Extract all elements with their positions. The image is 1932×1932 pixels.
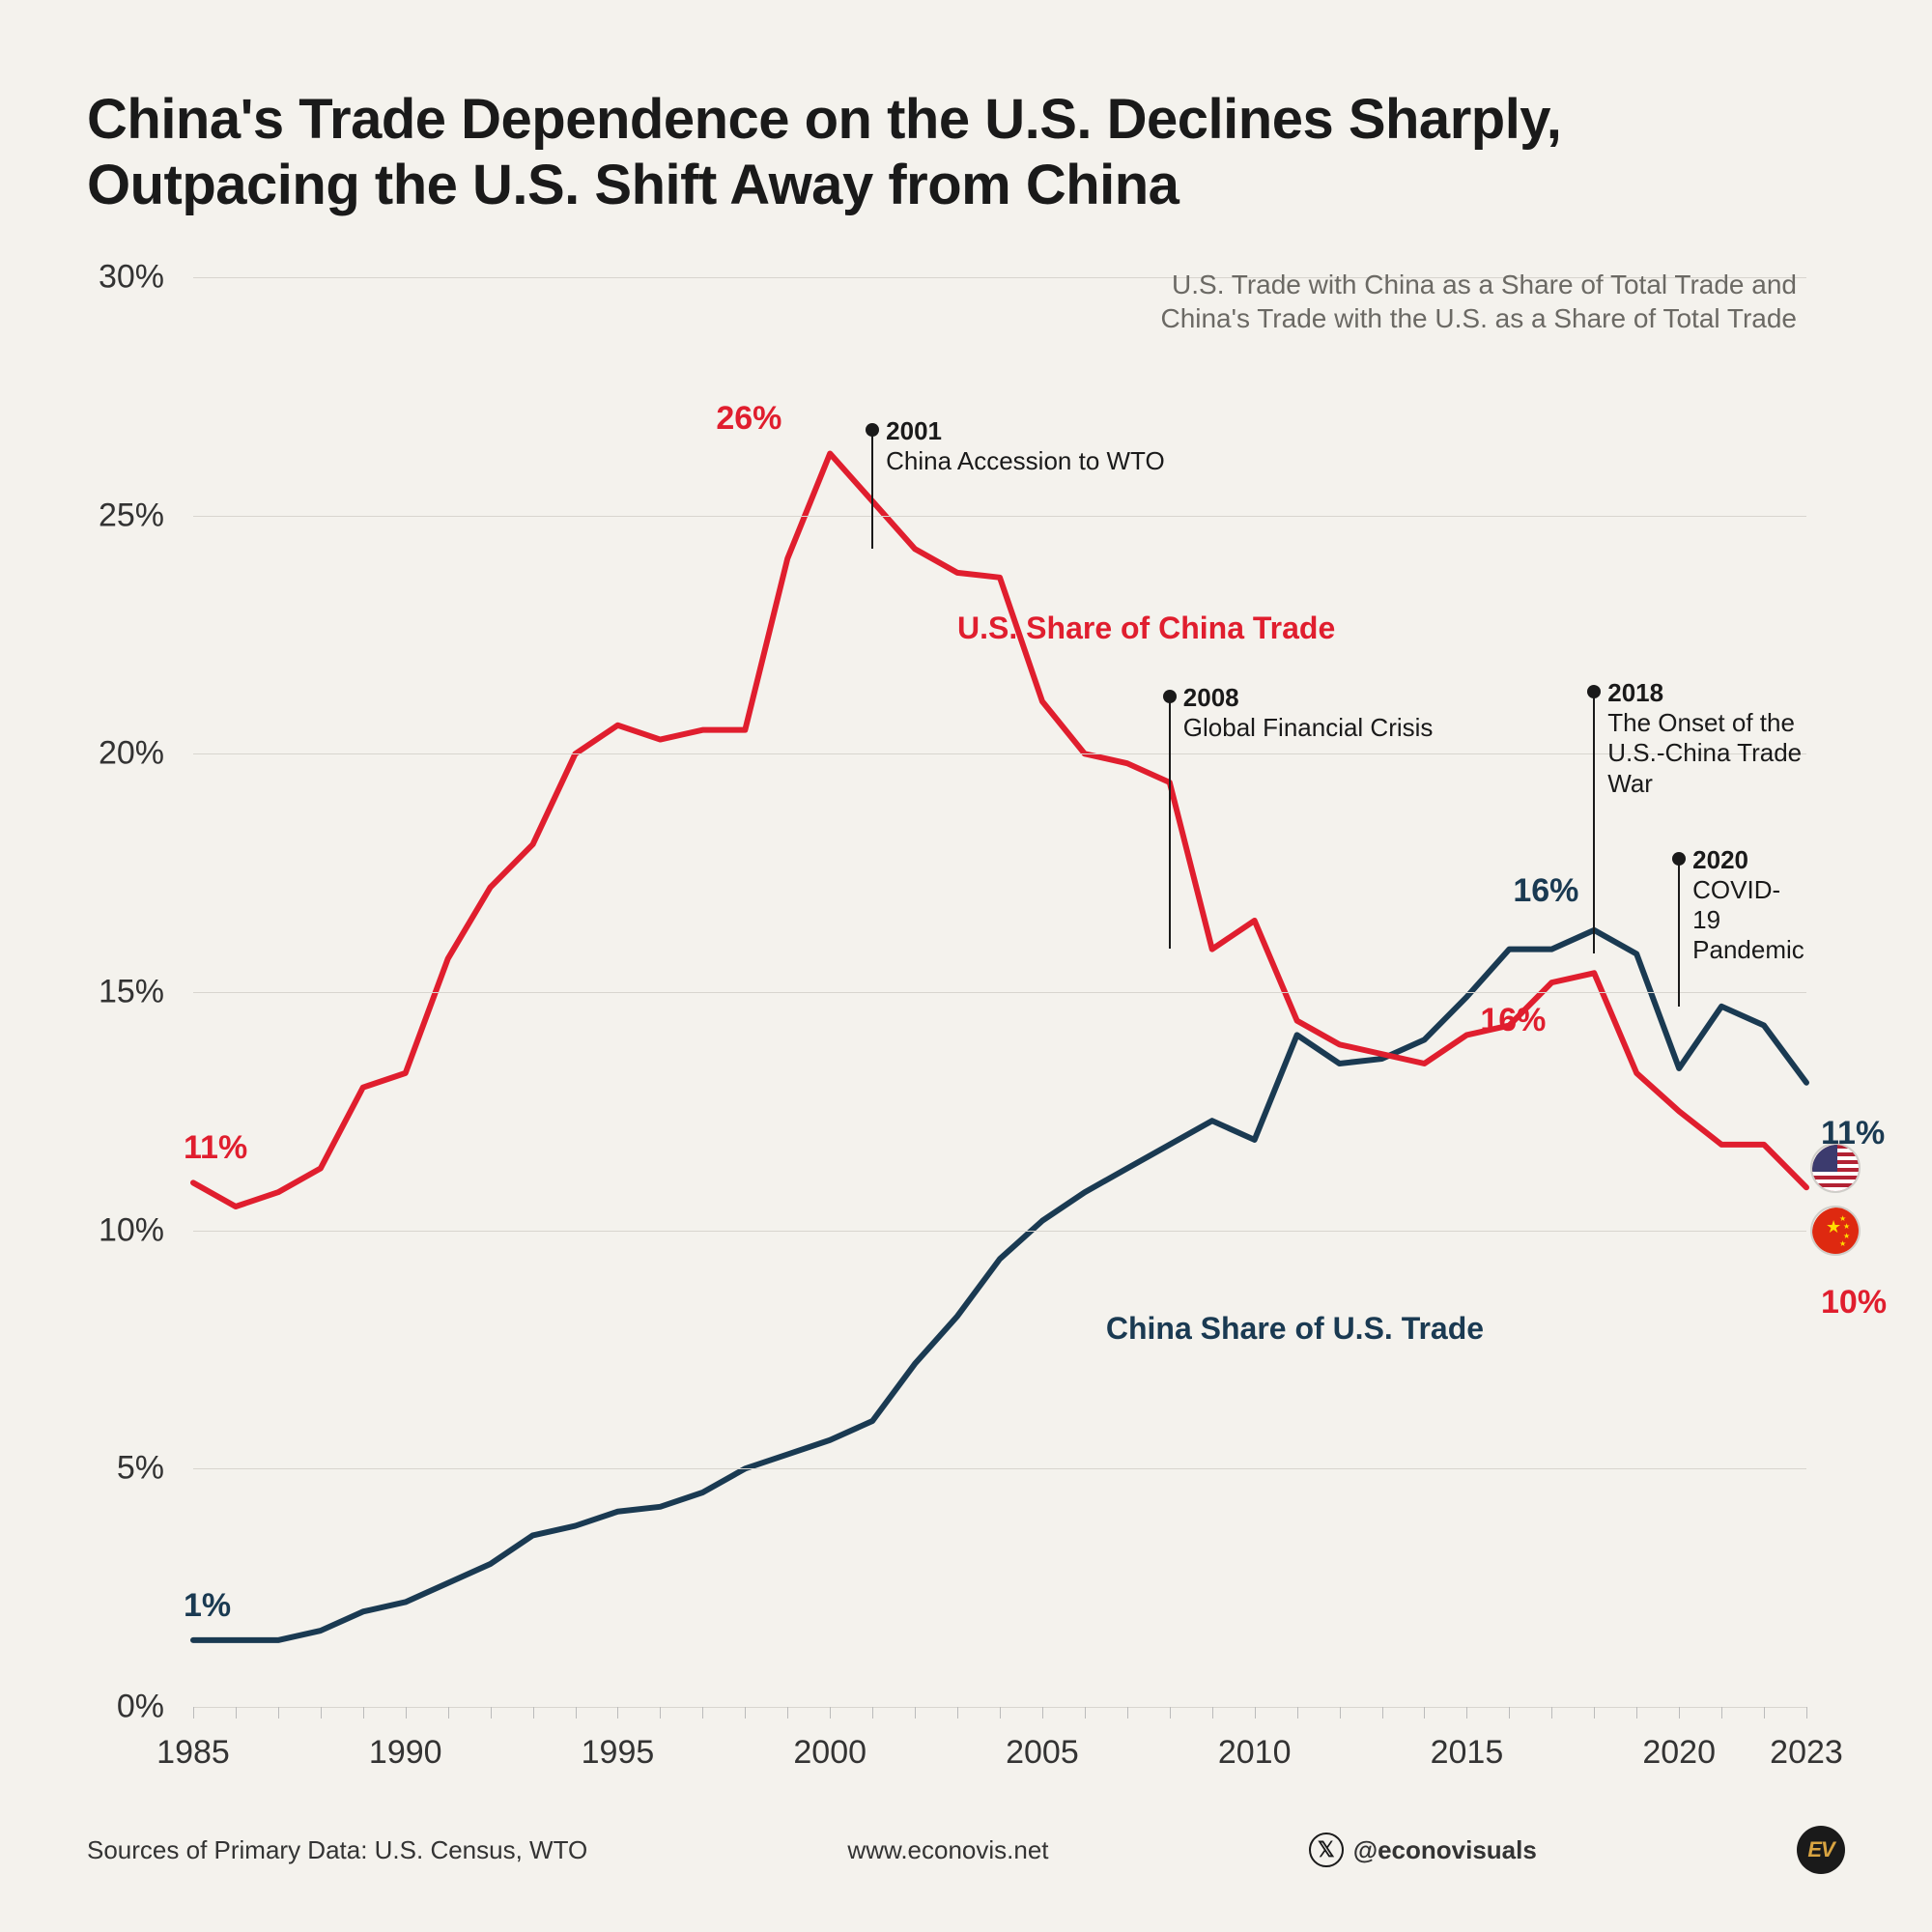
ev-logo-icon: EV	[1797, 1826, 1845, 1874]
x-minor-tick	[617, 1707, 618, 1719]
data-label: 16%	[1480, 1002, 1546, 1039]
annotation-text: 2001China Accession to WTO	[886, 416, 1165, 476]
x-minor-tick	[533, 1707, 534, 1719]
x-tick-label: 2000	[793, 1734, 867, 1772]
x-axis: 198519901995200020052010201520202023	[193, 1707, 1806, 1784]
x-minor-tick	[1382, 1707, 1383, 1719]
footer-site: www.econovis.net	[847, 1835, 1048, 1865]
svg-text:★: ★	[1839, 1239, 1846, 1248]
annotation-line	[1678, 859, 1680, 1007]
x-minor-tick	[1509, 1707, 1510, 1719]
annotation-line	[1169, 696, 1171, 949]
annotation-line	[1593, 692, 1595, 953]
x-minor-tick	[576, 1707, 577, 1719]
x-tick-label: 2010	[1218, 1734, 1292, 1772]
gridline	[193, 992, 1806, 993]
x-minor-tick	[1340, 1707, 1341, 1719]
y-tick-label: 30%	[99, 258, 164, 296]
series-label: U.S. Share of China Trade	[957, 611, 1335, 646]
x-tick-label: 1990	[369, 1734, 442, 1772]
x-minor-tick	[1764, 1707, 1765, 1719]
x-tick-label: 1995	[582, 1734, 655, 1772]
x-minor-tick	[1085, 1707, 1086, 1719]
x-minor-tick	[702, 1707, 703, 1719]
china-flag-icon: ★ ★ ★ ★ ★	[1810, 1206, 1861, 1256]
x-minor-tick	[1127, 1707, 1128, 1719]
x-tick-label: 2023	[1770, 1734, 1843, 1772]
x-tick-label: 2020	[1642, 1734, 1716, 1772]
gridline	[193, 516, 1806, 517]
x-minor-tick	[1721, 1707, 1722, 1719]
x-minor-tick	[1466, 1707, 1467, 1719]
annotation-text: 2020COVID-19Pandemic	[1692, 845, 1806, 966]
data-label: 1%	[184, 1587, 231, 1625]
y-axis: 0%5%10%15%20%25%30%	[87, 277, 184, 1707]
x-minor-tick	[787, 1707, 788, 1719]
y-tick-label: 10%	[99, 1211, 164, 1249]
annotation-text: 2018The Onset of theU.S.-China Trade War	[1607, 678, 1806, 799]
y-tick-label: 0%	[117, 1688, 164, 1725]
gridline	[193, 753, 1806, 754]
x-minor-tick	[1212, 1707, 1213, 1719]
x-minor-tick	[278, 1707, 279, 1719]
y-tick-label: 5%	[117, 1450, 164, 1488]
x-icon: 𝕏	[1309, 1833, 1344, 1867]
chart-container: China's Trade Dependence on the U.S. Dec…	[0, 0, 1932, 1932]
chart-area: 0%5%10%15%20%25%30% U.S. Trade with Chin…	[87, 277, 1845, 1784]
chart-title: China's Trade Dependence on the U.S. Dec…	[87, 87, 1845, 219]
x-minor-tick	[915, 1707, 916, 1719]
x-minor-tick	[363, 1707, 364, 1719]
x-minor-tick	[1636, 1707, 1637, 1719]
x-minor-tick	[1594, 1707, 1595, 1719]
gridline	[193, 1231, 1806, 1232]
x-minor-tick	[745, 1707, 746, 1719]
series-label: China Share of U.S. Trade	[1106, 1311, 1484, 1347]
y-tick-label: 15%	[99, 973, 164, 1010]
chart-subtitle: U.S. Trade with China as a Share of Tota…	[1160, 268, 1797, 335]
x-minor-tick	[1679, 1707, 1680, 1719]
annotation-text: 2008Global Financial Crisis	[1183, 683, 1434, 743]
x-minor-tick	[491, 1707, 492, 1719]
x-minor-tick	[1806, 1707, 1807, 1719]
x-minor-tick	[830, 1707, 831, 1719]
x-minor-tick	[1255, 1707, 1256, 1719]
data-label: 11%	[184, 1129, 247, 1167]
footer: Sources of Primary Data: U.S. Census, WT…	[87, 1826, 1845, 1874]
x-minor-tick	[1424, 1707, 1425, 1719]
x-minor-tick	[957, 1707, 958, 1719]
series-line	[193, 453, 1806, 1206]
data-label: 10%	[1821, 1284, 1887, 1321]
y-tick-label: 20%	[99, 735, 164, 773]
footer-source: Sources of Primary Data: U.S. Census, WT…	[87, 1835, 587, 1865]
footer-handle-text: @econovisuals	[1353, 1835, 1537, 1865]
us-flag-icon	[1810, 1143, 1861, 1193]
x-minor-tick	[1042, 1707, 1043, 1719]
x-minor-tick	[193, 1707, 194, 1719]
data-label: 26%	[716, 400, 781, 438]
x-minor-tick	[1170, 1707, 1171, 1719]
x-tick-label: 1985	[156, 1734, 230, 1772]
x-minor-tick	[236, 1707, 237, 1719]
x-minor-tick	[406, 1707, 407, 1719]
svg-text:★: ★	[1843, 1222, 1850, 1231]
plot-area: U.S. Trade with China as a Share of Tota…	[193, 277, 1806, 1707]
data-label: 16%	[1513, 872, 1578, 910]
x-minor-tick	[1551, 1707, 1552, 1719]
x-minor-tick	[1297, 1707, 1298, 1719]
x-tick-label: 2015	[1431, 1734, 1504, 1772]
x-minor-tick	[660, 1707, 661, 1719]
x-minor-tick	[321, 1707, 322, 1719]
x-minor-tick	[448, 1707, 449, 1719]
x-tick-label: 2005	[1006, 1734, 1079, 1772]
footer-handle: 𝕏 @econovisuals	[1309, 1833, 1537, 1867]
x-minor-tick	[1000, 1707, 1001, 1719]
annotation-line	[871, 430, 873, 549]
y-tick-label: 25%	[99, 497, 164, 534]
gridline	[193, 1468, 1806, 1469]
series-line	[193, 930, 1806, 1640]
x-minor-tick	[872, 1707, 873, 1719]
